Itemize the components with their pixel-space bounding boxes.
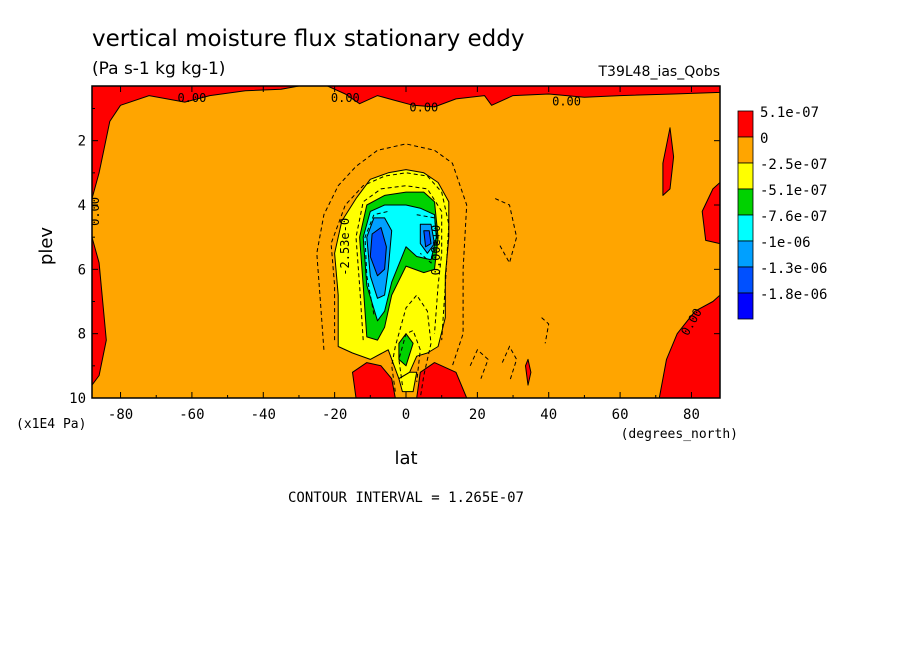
y-axis-label: plev — [36, 227, 57, 266]
x-tick-label: -20 — [322, 407, 347, 423]
legend-swatch — [737, 214, 754, 242]
contour-label: -2.53e-0 — [338, 218, 352, 276]
dashed-contour-line — [398, 329, 421, 386]
legend-label: -5.1e-07 — [760, 183, 827, 199]
chart-title: vertical moisture flux stationary eddy — [92, 26, 525, 52]
y-tick-label: 10 — [69, 391, 86, 407]
x-tick-label: -80 — [108, 407, 133, 423]
legend-label: -1e-06 — [760, 235, 811, 251]
x-axis-units: (degrees_north) — [621, 427, 738, 442]
legend-swatch — [737, 162, 754, 190]
x-tick-label: 0 — [402, 407, 410, 423]
y-tick-label: 8 — [78, 327, 86, 343]
axis-ticks: -80 -60 -40 -20 0 20 40 60 80 2 4 6 8 10 — [69, 86, 720, 423]
contour-label: 0.00 — [88, 197, 102, 226]
dashed-contour-line — [541, 317, 550, 344]
legend-label: -1.3e-06 — [760, 261, 827, 277]
contour-region-pos — [92, 86, 300, 200]
x-tick-label: -60 — [179, 407, 204, 423]
contour-region-pos — [327, 86, 720, 108]
legend-label: -2.5e-07 — [760, 157, 827, 173]
x-tick-label: 80 — [683, 407, 700, 423]
legend-swatch — [737, 292, 754, 320]
legend-swatch — [737, 188, 754, 216]
y-tick-label: 2 — [78, 134, 86, 150]
x-tick-label: 40 — [540, 407, 557, 423]
contour-label: 0.00 — [409, 101, 438, 115]
legend-label: -7.6e-07 — [760, 209, 827, 225]
contour-interval-note: CONTOUR INTERVAL = 1.265E-07 — [288, 490, 524, 506]
contour-region-pos — [701, 182, 720, 245]
dashed-contour-line — [501, 345, 518, 383]
dashed-contour-line — [355, 185, 443, 341]
legend-swatch — [737, 240, 754, 268]
legend-swatch — [737, 110, 754, 138]
contour-region-pos — [658, 294, 720, 398]
contour-region-pos — [416, 362, 468, 398]
units-label: (Pa s-1 kg kg-1) — [92, 59, 225, 79]
contour-label: 0.00 — [331, 91, 360, 105]
colorbar-legend: 5.1e-07 0 -2.5e-07 -5.1e-07 -7.6e-07 -1e-06 -1… — [737, 105, 827, 320]
contour-region-pos — [92, 236, 107, 386]
legend-label: -1.8e-06 — [760, 287, 827, 303]
y-tick-label: 6 — [78, 262, 86, 278]
contour-region-neg5 — [369, 227, 387, 277]
contour-region-neg2 — [398, 333, 414, 367]
run-label: T39L48_ias_Qobs — [597, 64, 720, 80]
dashed-contour-line — [364, 210, 389, 315]
legend-label: 5.1e-07 — [760, 105, 819, 121]
contour-region-pos — [662, 127, 675, 196]
contour-label: 0.00 — [552, 94, 581, 108]
contour-label: 0.00e+0 — [429, 225, 443, 276]
contour-region-neg1 — [398, 371, 418, 393]
legend-swatch — [737, 136, 754, 164]
contour-region-neg5 — [423, 230, 432, 248]
dashed-contour-line — [330, 172, 450, 341]
plot-area: 0.00 0.000.00 0.000.000.00-2.53e-0 0.00e+0 — [88, 86, 720, 398]
dashed-contour-line — [316, 143, 468, 366]
y-axis-units: (x1E4 Pa) — [16, 417, 86, 432]
dashed-contour-line — [469, 348, 489, 379]
legend-label: 0 — [760, 131, 768, 147]
contour-region-pos — [525, 358, 532, 386]
legend-swatch — [737, 266, 754, 294]
dashed-contour-line — [391, 294, 432, 398]
y-tick-label: 4 — [78, 198, 86, 214]
contour-region-pos — [352, 362, 396, 398]
x-tick-label: 60 — [612, 407, 629, 423]
x-tick-label: 20 — [469, 407, 486, 423]
x-tick-label: -40 — [251, 407, 276, 423]
dashed-contour-line — [494, 198, 518, 265]
x-axis-label: lat — [394, 448, 417, 469]
contour-label: 0.00 — [177, 91, 206, 105]
